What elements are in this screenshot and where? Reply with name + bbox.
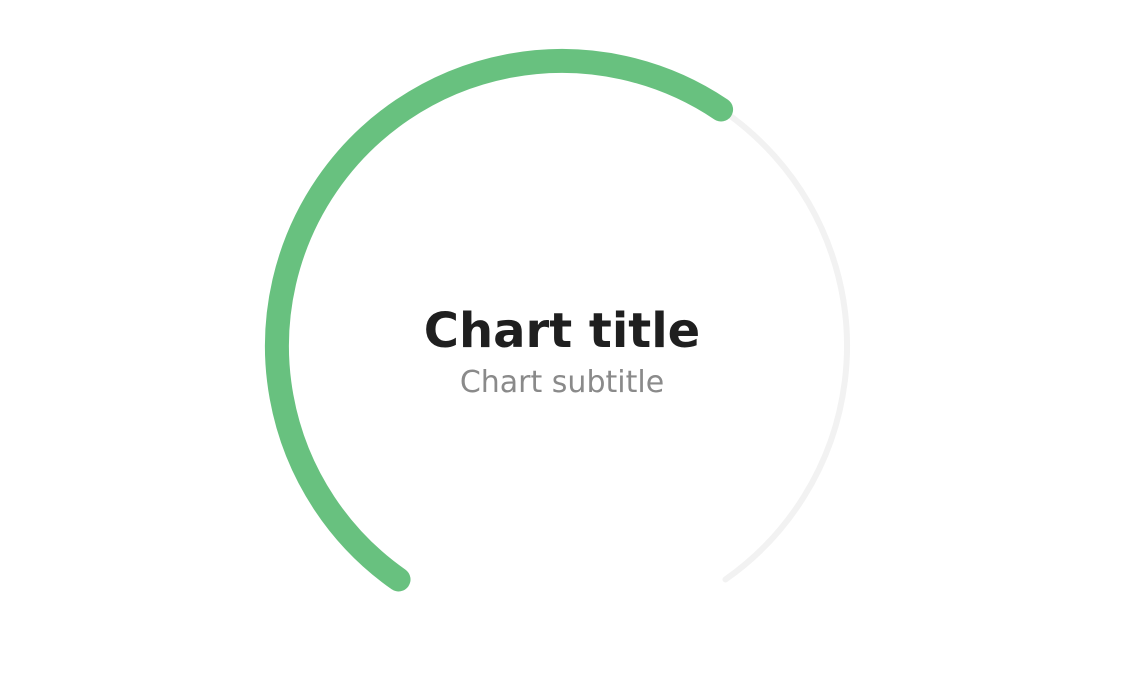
gauge-value-arc [264, 48, 734, 592]
chart-title: Chart title [424, 303, 700, 359]
chart-subtitle: Chart subtitle [460, 365, 664, 400]
